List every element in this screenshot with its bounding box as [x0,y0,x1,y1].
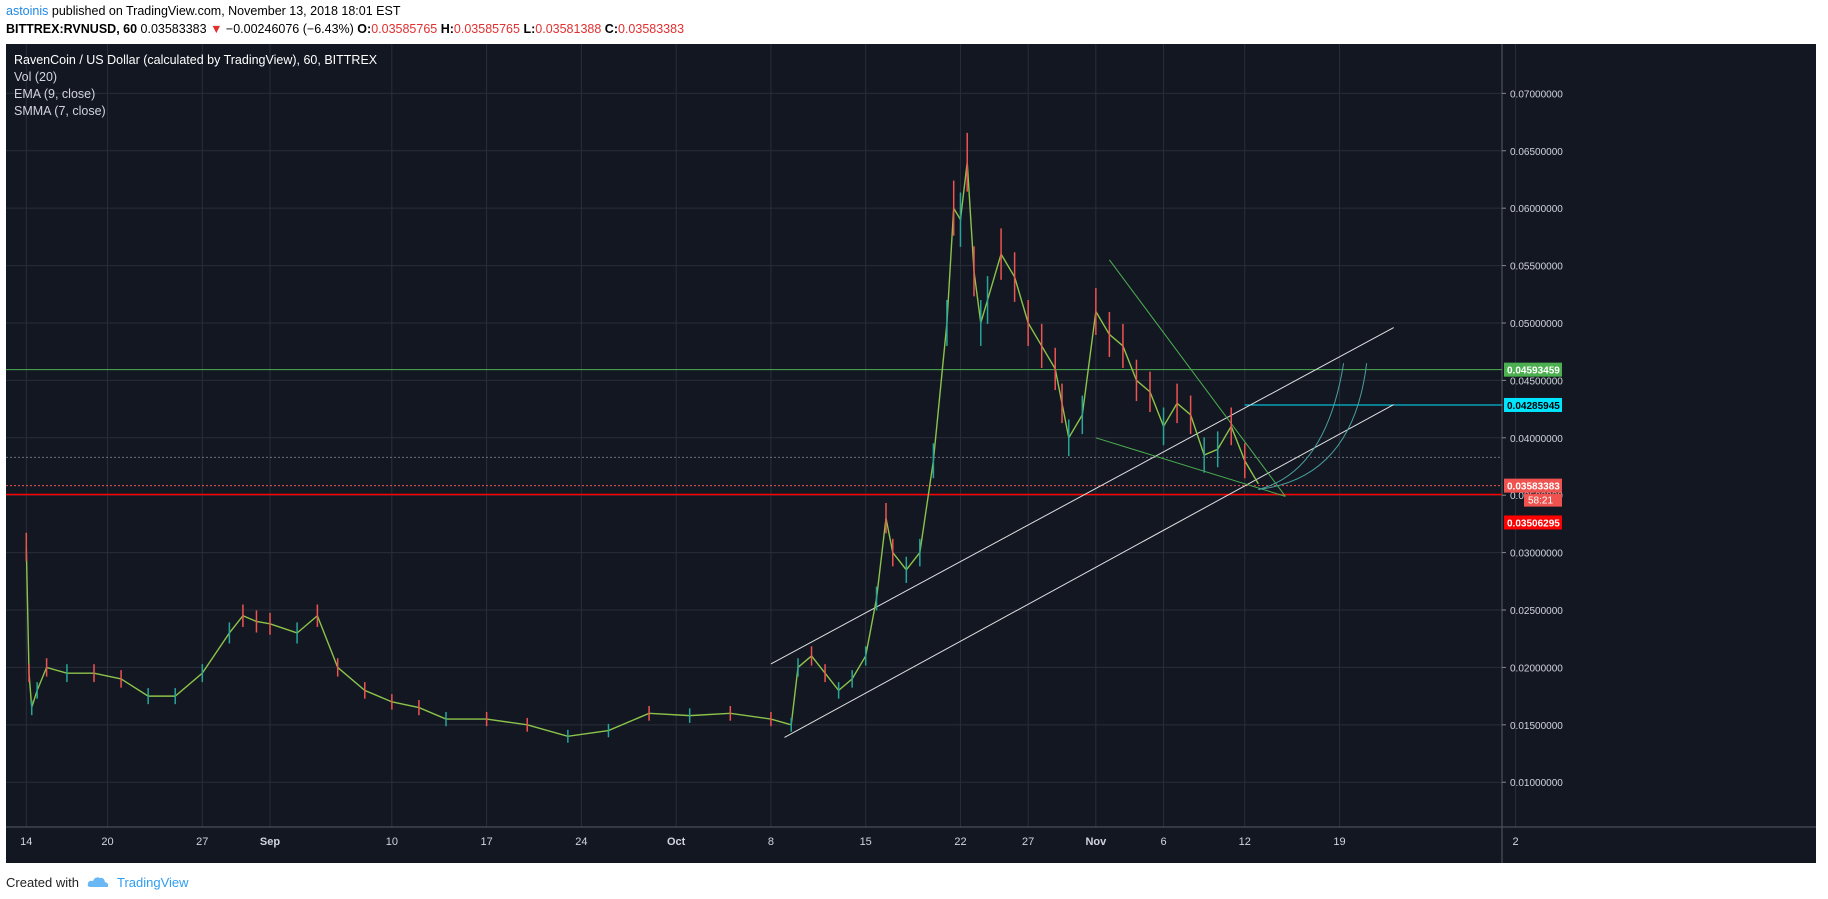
level-label-red-bg [1504,515,1562,530]
level-label-red: 0.03506295 [1507,518,1560,529]
countdown-label: 58:21 [1528,496,1553,507]
y-tick-label: 0.02500000 [1510,606,1563,617]
open-label: O: [357,22,372,36]
chart-area[interactable]: 0.07000000 0.06500000 0.06000000 0.05500000… [6,44,1816,863]
published-text: published on TradingView.com, November 1… [51,4,401,18]
x-tick-label: 22 [954,836,966,848]
trendline [784,404,1394,738]
legend-smma: SMMA (7, close) [14,104,106,118]
footer: Created with TradingView [6,872,189,892]
symbol-label: BITTREX:RVNUSD, 60 [6,22,138,36]
y-tick-label: 0.05500000 [1510,262,1563,273]
last-price-label: 0.03583383 [1507,482,1560,493]
level-label-cyan: 0.04285945 [1507,401,1560,412]
legend-title: RavenCoin / US Dollar (calculated by Tra… [14,53,378,67]
y-tick-label: 0.01000000 [1510,778,1563,789]
x-tick-label: Nov [1085,836,1107,848]
down-arrow-icon: ▼ [210,22,223,36]
price-line [25,162,1259,738]
y-tick-label: 0.06500000 [1510,147,1563,158]
x-tick-label: 20 [101,836,113,848]
y-tick-label: 0.01500000 [1510,721,1563,732]
x-tick-label: 6 [1160,836,1166,848]
y-tick-label: 0.04000000 [1510,434,1563,445]
y-tick-label: 0.04500000 [1510,376,1563,387]
x-tick-label: 19 [1333,836,1345,848]
author-link[interactable]: astoinis [6,4,49,18]
y-tick-label: 0.06000000 [1510,204,1563,215]
low-label: L: [523,22,536,36]
trendline [1108,259,1286,497]
projection-arrow [1258,363,1368,490]
low-value: 0.03581388 [535,22,602,36]
x-tick-label: 2 [1512,836,1518,848]
level-label-green: 0.04593459 [1507,366,1560,377]
legend-ema: EMA (9, close) [14,87,96,101]
x-tick-label: 27 [196,836,208,848]
trendline [1095,437,1286,497]
countdown-bg [1524,493,1562,507]
level-label-cyan-bg [1504,397,1562,412]
x-tick-label: 24 [575,836,587,848]
tradingview-brand-link[interactable]: TradingView [116,874,189,890]
price-change: −0.00246076 (−6.43%) [225,22,354,36]
high-value: 0.03585765 [453,22,520,36]
last-price: 0.03583383 [140,22,207,36]
x-tick-label: 12 [1239,836,1251,848]
y-tick-label: 0.07000000 [1510,89,1563,100]
x-tick-label: Oct [667,836,686,848]
high-label: H: [440,22,454,36]
x-tick-label: 15 [860,836,872,848]
close-label: C: [604,22,618,36]
y-tick-label: 0.02000000 [1510,663,1563,674]
last-price-label-bg [1504,478,1562,493]
x-tick-label: 10 [386,836,398,848]
tradingview-cloud-icon [87,877,109,887]
chart-legend: RavenCoin / US Dollar (calculated by Tra… [14,52,377,120]
x-tick-label: 8 [768,836,774,848]
close-value: 0.03583383 [618,22,685,36]
x-tick-label: 27 [1022,836,1034,848]
x-tick-label: 17 [480,836,492,848]
x-tick-label: Sep [260,836,280,848]
chart-header: astoinis published on TradingView.com, N… [6,2,1822,38]
trendline [770,327,1394,665]
price-chart[interactable]: 0.07000000 0.06500000 0.06000000 0.05500000… [6,44,1816,863]
legend-volume: Vol (20) [14,70,58,84]
level-label-green-bg [1504,362,1562,377]
created-with-text: Created with [6,874,79,890]
open-value: 0.03585765 [371,22,438,36]
y-tick-label: 0.05000000 [1510,319,1563,330]
y-tick-label: 0.03000000 [1510,549,1563,560]
x-tick-label: 14 [20,836,32,848]
projection-arrow [1258,363,1345,490]
